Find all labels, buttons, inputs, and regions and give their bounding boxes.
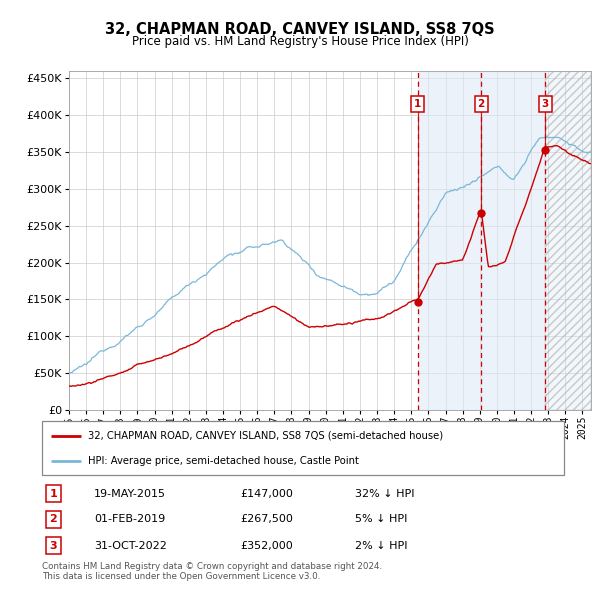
- Text: 5% ↓ HPI: 5% ↓ HPI: [355, 514, 407, 525]
- Text: 32, CHAPMAN ROAD, CANVEY ISLAND, SS8 7QS: 32, CHAPMAN ROAD, CANVEY ISLAND, SS8 7QS: [105, 22, 495, 37]
- Text: This data is licensed under the Open Government Licence v3.0.: This data is licensed under the Open Gov…: [42, 572, 320, 581]
- Text: Contains HM Land Registry data © Crown copyright and database right 2024.: Contains HM Land Registry data © Crown c…: [42, 562, 382, 571]
- Bar: [545, 71, 591, 410]
- Text: £352,000: £352,000: [241, 540, 293, 550]
- Text: 2% ↓ HPI: 2% ↓ HPI: [355, 540, 408, 550]
- Text: 01-FEB-2019: 01-FEB-2019: [94, 514, 166, 525]
- Bar: [545, 71, 591, 410]
- Text: 31-OCT-2022: 31-OCT-2022: [94, 540, 167, 550]
- Text: Price paid vs. HM Land Registry's House Price Index (HPI): Price paid vs. HM Land Registry's House …: [131, 35, 469, 48]
- Text: 2: 2: [478, 99, 485, 109]
- FancyBboxPatch shape: [42, 421, 564, 475]
- Bar: [481, 71, 545, 410]
- Text: 3: 3: [50, 540, 57, 550]
- Text: 1: 1: [50, 489, 58, 499]
- Text: 1: 1: [414, 99, 421, 109]
- Text: 32% ↓ HPI: 32% ↓ HPI: [355, 489, 415, 499]
- Bar: [418, 71, 481, 410]
- Text: HPI: Average price, semi-detached house, Castle Point: HPI: Average price, semi-detached house,…: [88, 456, 359, 466]
- Text: £267,500: £267,500: [241, 514, 293, 525]
- Text: 2: 2: [50, 514, 58, 525]
- Text: 32, CHAPMAN ROAD, CANVEY ISLAND, SS8 7QS (semi-detached house): 32, CHAPMAN ROAD, CANVEY ISLAND, SS8 7QS…: [88, 431, 443, 441]
- Text: 19-MAY-2015: 19-MAY-2015: [94, 489, 166, 499]
- Text: 3: 3: [542, 99, 549, 109]
- Text: £147,000: £147,000: [241, 489, 293, 499]
